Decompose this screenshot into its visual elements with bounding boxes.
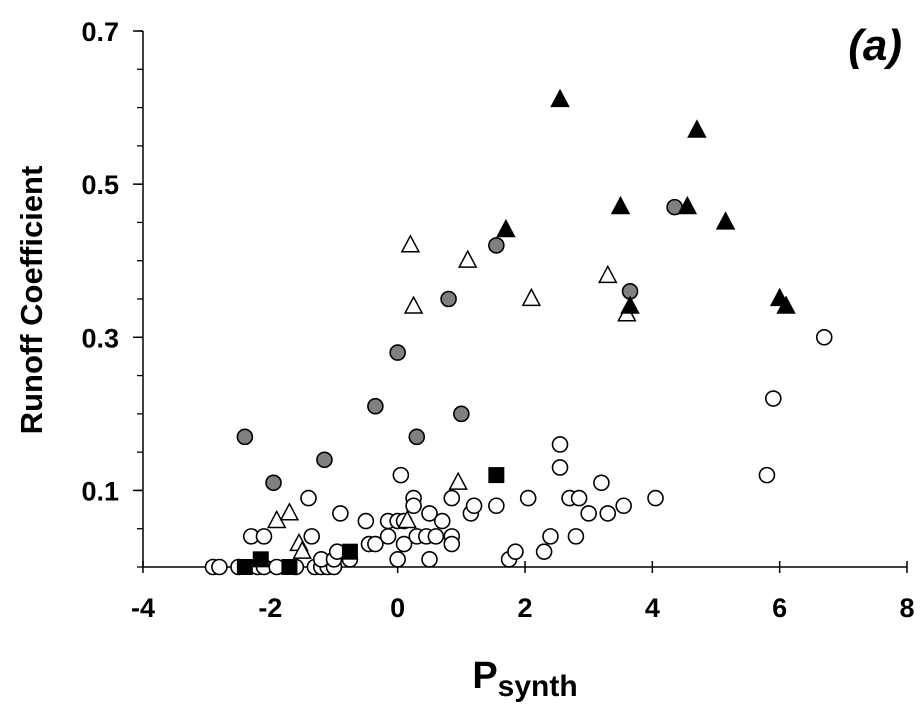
open-circle-point xyxy=(815,328,833,346)
x-axis-title-main: P xyxy=(472,655,497,697)
open-circle-point xyxy=(535,543,553,560)
y-tick-label: 0.3 xyxy=(81,323,119,353)
open-circle-point xyxy=(255,528,273,545)
open-triangle-point xyxy=(279,502,300,521)
filled-triangle-point xyxy=(610,195,631,215)
y-tick-label: 0.5 xyxy=(81,170,119,200)
open-circle-point xyxy=(593,474,610,492)
open-circle-point xyxy=(211,558,228,576)
open-triangle-point xyxy=(400,234,421,253)
open-circle-point xyxy=(367,535,384,553)
x-tick-label: 6 xyxy=(772,593,787,623)
open-circle-point xyxy=(392,466,410,484)
x-tick-label: 8 xyxy=(899,593,914,623)
open-circle-point xyxy=(421,505,438,522)
open-triangle-point xyxy=(403,295,424,314)
filled-triangle-point xyxy=(715,211,736,230)
open-circle-point xyxy=(599,505,617,522)
open-circle-point xyxy=(389,551,406,568)
open-circle-point xyxy=(647,489,664,507)
open-circle-point xyxy=(303,528,321,545)
x-tick-label: -4 xyxy=(131,593,155,623)
open-circle-point xyxy=(615,497,632,515)
open-circle-point xyxy=(570,489,588,507)
open-triangle-point xyxy=(457,249,478,268)
open-triangle-point xyxy=(448,471,468,490)
open-circle-point xyxy=(433,512,451,530)
open-circle-point xyxy=(758,466,776,484)
open-circle-point xyxy=(300,489,317,507)
gray-circle-point xyxy=(488,237,505,254)
filled-triangle-point xyxy=(677,195,698,215)
open-circle-point xyxy=(465,497,483,515)
x-tick-label: 2 xyxy=(517,593,532,623)
filled-square-point xyxy=(252,551,269,568)
gray-circle-point xyxy=(265,474,282,492)
data-points xyxy=(204,88,833,576)
open-circle-point xyxy=(332,505,349,522)
tick-labels: -4 -2 0 2 4 6 8 0.1 0.3 0.5 0.7 xyxy=(81,17,914,623)
x-tick-label: 4 xyxy=(645,593,660,623)
open-circle-point xyxy=(379,528,397,545)
filled-triangle-point xyxy=(496,218,516,238)
open-circle-point xyxy=(421,551,438,568)
gray-circle-point xyxy=(440,290,457,308)
open-triangle-point xyxy=(521,287,542,307)
x-axis-title-subscript: synth xyxy=(498,670,578,703)
filled-triangle-point xyxy=(687,119,707,138)
y-tick-label: 0.1 xyxy=(81,476,119,506)
panel-label: (a) xyxy=(848,21,902,70)
open-triangle-point xyxy=(292,540,312,559)
open-circle-point xyxy=(405,497,422,515)
gray-circle-point xyxy=(453,405,470,423)
open-circle-point xyxy=(551,436,569,453)
gray-circle-point xyxy=(408,428,426,446)
filled-square-point xyxy=(236,559,253,575)
filled-square-point xyxy=(488,467,505,484)
x-tick-label: -2 xyxy=(258,593,282,623)
x-tick-label: 0 xyxy=(390,593,405,623)
tick-marks xyxy=(133,30,908,573)
open-circle-point xyxy=(395,535,413,553)
open-triangle-point xyxy=(397,509,417,529)
open-circle-point xyxy=(443,535,461,553)
y-axis-title: Runoff Coefficient xyxy=(14,166,49,435)
open-circle-point xyxy=(519,489,537,507)
open-circle-point xyxy=(357,512,375,530)
open-circle-point xyxy=(764,390,782,407)
gray-circle-point xyxy=(367,397,384,415)
filled-square-point xyxy=(341,543,358,560)
filled-triangle-point xyxy=(620,295,640,314)
y-tick-label: 0.7 xyxy=(81,17,119,47)
filled-square-point xyxy=(281,559,298,575)
filled-triangle-point xyxy=(550,88,570,108)
axes xyxy=(142,31,907,568)
gray-circle-point xyxy=(236,428,254,446)
open-triangle-point xyxy=(598,264,618,284)
gray-circle-point xyxy=(389,344,406,361)
open-circle-point xyxy=(567,528,585,545)
open-circle-point xyxy=(580,505,597,522)
open-circle-point xyxy=(427,528,445,545)
open-circle-point xyxy=(443,489,461,507)
open-circle-point xyxy=(488,497,505,515)
open-circle-point xyxy=(551,459,569,476)
gray-circle-point xyxy=(316,451,333,469)
open-circle-point xyxy=(507,543,524,560)
x-axis-title: Psynth xyxy=(472,655,577,703)
filled-triangle-point xyxy=(776,295,796,314)
open-circle-point xyxy=(542,528,559,545)
